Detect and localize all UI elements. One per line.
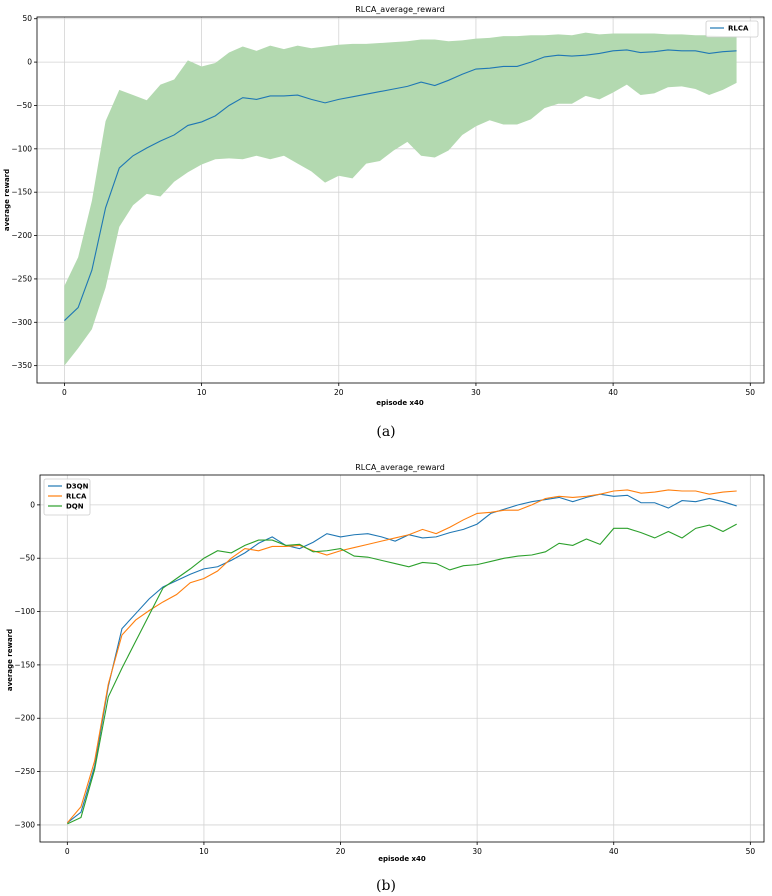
legend-label-d3qn: D3QN — [66, 483, 89, 491]
x-tick-label: 0 — [62, 388, 67, 397]
panel-b-xlabel: episode x40 — [378, 855, 426, 863]
x-tick-label: 10 — [199, 847, 209, 856]
panel-b-caption: (b) — [376, 878, 396, 894]
panel-a-caption: (a) — [376, 424, 395, 440]
x-tick-label: 10 — [197, 388, 207, 397]
panel-a-legend: RLCA — [705, 20, 759, 38]
y-tick-label: −200 — [14, 714, 35, 723]
panel-b-lines — [66, 489, 737, 825]
x-tick-label: 20 — [334, 388, 344, 397]
y-tick-label: 0 — [27, 58, 32, 67]
rlca-std-band — [64, 32, 737, 366]
panel-b-axes-frame — [39, 474, 765, 843]
x-tick-label: 30 — [472, 847, 482, 856]
panel-a-ylabel: average reward — [3, 169, 11, 231]
y-tick-label: 0 — [30, 500, 35, 509]
legend-label-rlca: RLCA — [728, 25, 749, 33]
panel-a-x-ticks: 0 10 20 30 40 50 — [62, 383, 755, 397]
series-line-rlca — [64, 49, 737, 321]
panel-b-title: RLCA_average_reward — [355, 463, 445, 472]
legend-label-dqn: DQN — [66, 503, 84, 511]
x-tick-label: 50 — [746, 388, 756, 397]
series-line-d3qn — [66, 493, 737, 824]
panel-b-ylabel: average reward — [6, 629, 14, 691]
y-tick-label: −150 — [14, 660, 35, 669]
panel-a-axes-frame — [36, 16, 765, 384]
y-tick-label: 50 — [22, 14, 32, 23]
y-tick-label: −150 — [11, 188, 32, 197]
x-tick-label: 40 — [609, 847, 619, 856]
y-tick-label: −200 — [11, 231, 32, 240]
y-tick-label: −100 — [11, 144, 32, 153]
series-line-dqn — [67, 523, 737, 825]
y-tick-label: −50 — [19, 554, 35, 563]
x-tick-label: 50 — [746, 847, 756, 856]
legend-box — [705, 20, 759, 38]
panel-a-band — [64, 32, 737, 366]
panel-b: RLCA_average_reward 0 10 20 30 40 50 −300 −250… — [6, 463, 765, 894]
panel-b-x-ticks: 0 10 20 30 40 50 — [65, 842, 755, 856]
panel-a-xlabel: episode x40 — [376, 399, 424, 407]
panel-a-lines — [64, 49, 737, 321]
panel-a-y-ticks: −350 −300 −250 −200 −150 −100 −50 0 50 — [11, 14, 37, 370]
panel-b-grid — [40, 475, 764, 842]
y-tick-label: −300 — [11, 318, 32, 327]
legend-label-rlca: RLCA — [66, 493, 87, 501]
panel-b-legend: D3QN RLCA DQN — [43, 478, 91, 516]
y-tick-label: −300 — [14, 820, 35, 829]
panel-b-y-ticks: −300 −250 −200 −150 −100 −50 0 — [14, 500, 40, 829]
x-tick-label: 30 — [471, 388, 481, 397]
y-tick-label: −350 — [11, 361, 32, 370]
series-line-rlca — [66, 489, 737, 824]
y-tick-label: −250 — [11, 274, 32, 283]
panel-a: RLCA_average_reward 0 10 20 30 40 50 −350 −300… — [3, 5, 765, 440]
x-tick-label: 0 — [65, 847, 70, 856]
y-tick-label: −100 — [14, 607, 35, 616]
panel-a-title: RLCA_average_reward — [355, 5, 445, 14]
x-tick-label: 40 — [608, 388, 618, 397]
x-tick-label: 20 — [336, 847, 346, 856]
y-tick-label: −50 — [16, 101, 32, 110]
y-tick-label: −250 — [14, 767, 35, 776]
